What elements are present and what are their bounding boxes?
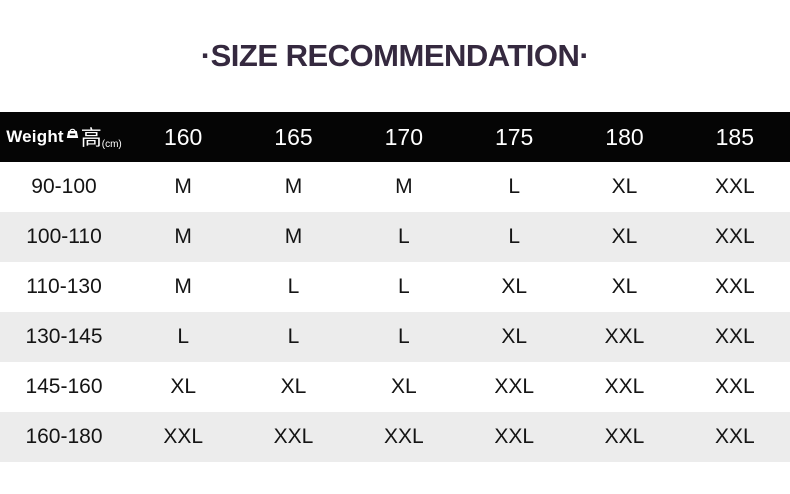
weight-range-cell: 130-145 [25, 325, 103, 348]
table-row: 145-160 XL XL XL XXL XXL XXL [0, 362, 790, 412]
table-corner-cell: Weight 高 (cm) [0, 112, 128, 162]
size-cell: XXL [714, 325, 755, 348]
size-cell: XXL [494, 375, 535, 398]
table-row: 130-145 L L L XL XXL XXL [0, 312, 790, 362]
size-cell: M [174, 225, 192, 248]
height-axis-label: 高 [80, 126, 102, 150]
size-cell: XXL [604, 325, 645, 348]
weight-range-cell: 90-100 [31, 175, 97, 198]
size-cell: XXL [714, 425, 755, 448]
size-cell: XXL [494, 425, 535, 448]
size-cell: L [397, 275, 410, 298]
height-unit-label: (cm) [101, 139, 122, 150]
size-cell: XXL [273, 425, 314, 448]
table-row: 100-110 M M L L XL XXL [0, 212, 790, 262]
size-cell: L [397, 325, 410, 348]
table-header-row: Weight 高 (cm) 160 165 170 175 180 185 [0, 112, 790, 162]
table-row: 160-180 XXL XXL XXL XXL XXL XXL [0, 412, 790, 462]
height-column-header: 185 [715, 123, 755, 150]
size-cell: L [287, 325, 300, 348]
title-bar: ·SIZE RECOMMENDATION· [0, 0, 790, 112]
height-column-header: 165 [274, 123, 313, 150]
height-column-header: 170 [384, 123, 424, 150]
size-cell: XXL [714, 225, 755, 248]
weight-scale-icon [66, 126, 79, 144]
size-cell: XXL [383, 425, 424, 448]
size-cell: L [508, 225, 520, 248]
size-cell: XXL [604, 425, 645, 448]
size-cell: L [287, 275, 300, 298]
size-cell: L [177, 325, 189, 348]
weight-range-cell: 110-130 [26, 275, 102, 298]
size-cell: M [174, 175, 192, 198]
page-title: ·SIZE RECOMMENDATION· [200, 38, 590, 73]
weight-axis-label: Weight [6, 127, 64, 146]
height-column-header: 175 [494, 123, 534, 150]
size-cell: XL [501, 275, 527, 298]
size-cell: XL [280, 375, 307, 398]
size-cell: M [395, 175, 413, 198]
weight-range-cell: 160-180 [25, 425, 103, 448]
size-cell: L [508, 175, 520, 198]
size-recommendation-table: Weight 高 (cm) 160 165 170 175 180 185 90 [0, 112, 790, 462]
height-column-header: 180 [605, 123, 644, 150]
size-cell: M [174, 275, 192, 298]
size-cell: XXL [163, 425, 204, 448]
size-cell: L [397, 225, 410, 248]
size-cell: XXL [714, 375, 755, 398]
size-cell: XL [501, 325, 527, 348]
size-cell: M [284, 175, 303, 198]
table-row: 90-100 M M M L XL XXL [0, 162, 790, 212]
size-cell: XL [611, 225, 638, 248]
weight-range-cell: 100-110 [26, 225, 102, 248]
size-cell: XL [170, 375, 196, 398]
table-row: 110-130 M L L XL XL XXL [0, 262, 790, 312]
size-cell: XL [611, 275, 638, 298]
size-cell: XXL [714, 175, 755, 198]
size-cell: M [284, 225, 303, 248]
size-cell: XXL [714, 275, 755, 298]
size-cell: XXL [604, 375, 645, 398]
size-cell: XL [611, 175, 638, 198]
weight-range-cell: 145-160 [25, 375, 103, 398]
size-cell: XL [390, 375, 417, 398]
height-column-header: 160 [163, 123, 203, 150]
